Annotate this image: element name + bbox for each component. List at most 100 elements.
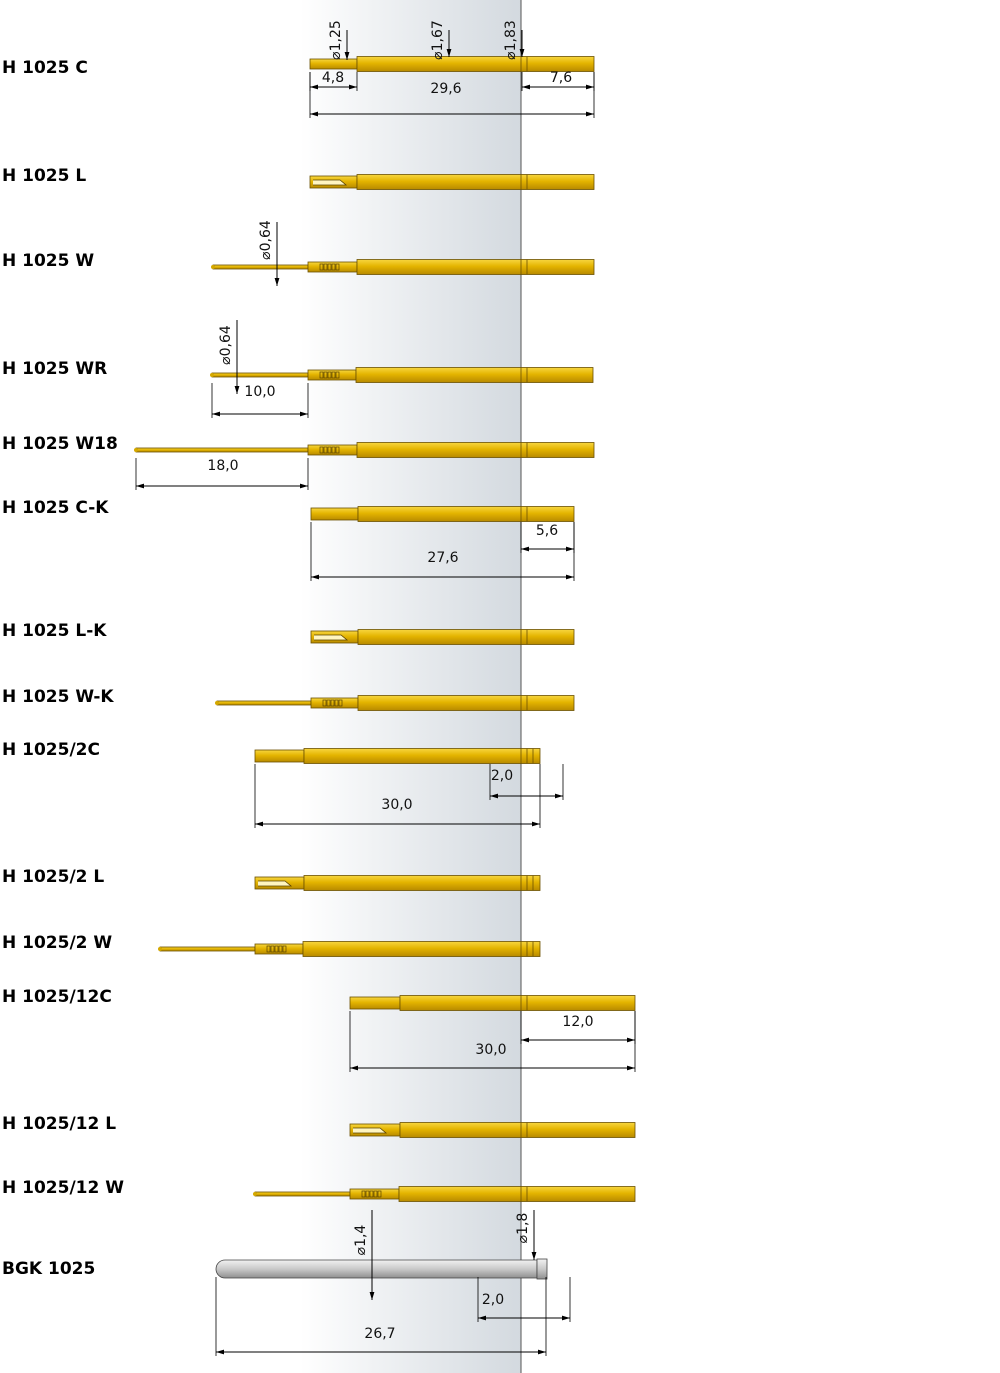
item-label: H 1025 C-K [2, 498, 109, 518]
knurl-mark [274, 945, 279, 953]
wire-tip [254, 1191, 351, 1197]
steel-rod [215, 1259, 538, 1279]
dim-text: ⌀1,83 [503, 20, 519, 60]
dim-text: ⌀1,8 [515, 1213, 531, 1244]
knurl-mark [361, 1190, 366, 1198]
item-label: H 1025/12 L [2, 1114, 116, 1134]
knurl-mark [327, 446, 332, 454]
background-band [300, 0, 521, 1373]
body [399, 1122, 636, 1138]
knurl [307, 444, 358, 456]
knurl-mark [373, 1190, 378, 1198]
knurl [349, 1188, 400, 1200]
slot [313, 179, 348, 186]
body [357, 695, 575, 711]
wire-end [210, 373, 214, 377]
dim-text: 30,0 [381, 797, 412, 813]
item-label: H 1025 C [2, 58, 88, 78]
dim-text: ⌀0,64 [218, 325, 234, 365]
dim-text: ⌀0,64 [258, 220, 274, 260]
knurl-mark [335, 446, 340, 454]
wire-end [215, 701, 219, 705]
item-label: H 1025/12C [2, 987, 112, 1007]
knurl-mark [282, 945, 287, 953]
knurl-mark [369, 1190, 374, 1198]
knurl-mark [278, 945, 283, 953]
body [357, 506, 575, 522]
item-label: H 1025/2 W [2, 933, 112, 953]
body [302, 941, 541, 957]
knurl-mark [331, 263, 336, 271]
knurl-mark [331, 446, 336, 454]
body [398, 1186, 636, 1202]
dim-text: 5,6 [536, 523, 558, 539]
knurl-mark [326, 699, 331, 707]
knurl-mark [330, 699, 335, 707]
dim-text: 2,0 [482, 1292, 504, 1308]
item-label: H 1025 W18 [2, 434, 118, 454]
dim-text: 2,0 [491, 768, 513, 784]
body [357, 629, 575, 645]
slot [314, 634, 349, 641]
pins [134, 56, 636, 1280]
knurl-mark [323, 446, 328, 454]
knurl-mark [377, 1190, 382, 1198]
dim-text: 10,0 [244, 384, 275, 400]
item-label: H 1025 WR [2, 359, 107, 379]
knurl-mark [266, 945, 271, 953]
item-label: H 1025 W [2, 251, 94, 271]
knurl-mark [334, 699, 339, 707]
wire-end [253, 1192, 257, 1196]
wire-tip [216, 700, 312, 706]
tip [310, 507, 359, 521]
dim-text: ⌀1,4 [353, 1225, 369, 1256]
item-label: BGK 1025 [2, 1259, 95, 1279]
tip [254, 749, 305, 763]
wire-end [158, 947, 162, 951]
dim-text: 26,7 [364, 1326, 395, 1342]
dim-text: ⌀1,67 [430, 20, 446, 60]
wire-tip [212, 264, 309, 270]
knurl-mark [331, 371, 336, 379]
dim-text: 18,0 [207, 458, 238, 474]
knurl-mark [322, 699, 327, 707]
dim-text: 30,0 [475, 1042, 506, 1058]
knurl [307, 261, 358, 273]
knurl-mark [319, 263, 324, 271]
item-label: H 1025 L-K [2, 621, 107, 641]
dim-text: 12,0 [562, 1014, 593, 1030]
slot [353, 1127, 388, 1134]
knurl-mark [335, 371, 340, 379]
item-label: H 1025/2 L [2, 867, 104, 887]
steel-head [536, 1258, 548, 1280]
body [356, 174, 595, 190]
wire-end [134, 448, 138, 452]
wire-tip [135, 447, 309, 453]
item-label: H 1025/12 W [2, 1178, 124, 1198]
wire-tip [159, 946, 256, 952]
slot [258, 880, 293, 887]
knurl-mark [319, 371, 324, 379]
body [399, 995, 636, 1011]
wire-end [211, 265, 215, 269]
dim-text: 4,8 [322, 70, 344, 86]
knurl-mark [365, 1190, 370, 1198]
dim-text: 7,6 [550, 70, 572, 86]
tip [349, 996, 401, 1010]
item-label: H 1025 W-K [2, 687, 114, 707]
item-label: H 1025/2C [2, 740, 100, 760]
wire-tip [211, 372, 309, 378]
knurl-mark [327, 263, 332, 271]
knurl-mark [323, 263, 328, 271]
body [355, 367, 594, 383]
knurl-mark [327, 371, 332, 379]
dim-text: 29,6 [430, 81, 461, 97]
dim-text: ⌀1,25 [328, 20, 344, 60]
knurl-mark [323, 371, 328, 379]
body [356, 442, 595, 458]
knurl-mark [319, 446, 324, 454]
knurl [310, 697, 359, 709]
dim-text: 27,6 [427, 550, 458, 566]
item-label: H 1025 L [2, 166, 86, 186]
